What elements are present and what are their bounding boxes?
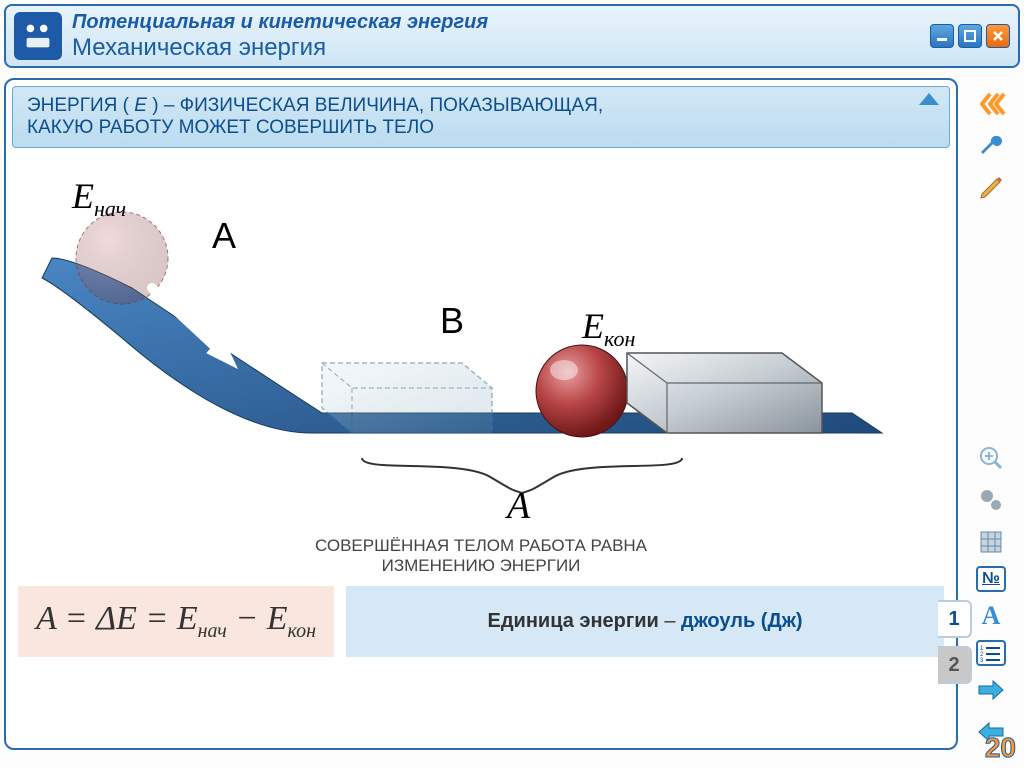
app-icon [14, 12, 62, 60]
bottom-row: A = ΔE = Eнач − Eкон Единица энергии – д… [12, 586, 950, 657]
collapse-icon[interactable] [919, 93, 939, 105]
titlebar: Потенциальная и кинетическая энергия Мех… [4, 4, 1020, 68]
wrench-icon[interactable] [973, 128, 1009, 164]
grid-icon[interactable] [973, 524, 1009, 560]
gears-icon[interactable] [973, 482, 1009, 518]
close-button[interactable] [986, 24, 1010, 48]
definition-line2: КАКУЮ РАБОТУ МОЖЕТ СОВЕРШИТЬ ТЕЛО [27, 117, 434, 138]
definition-symbol: E [129, 95, 152, 116]
physics-diagram: Eнач A B Eкон A [12, 158, 950, 518]
label-e-end: E [581, 306, 604, 346]
zoom-in-icon[interactable] [973, 440, 1009, 476]
label-b-point: B [440, 300, 464, 341]
arrow-right-icon[interactable] [973, 672, 1009, 708]
definition-box: ЭНЕРГИЯ ( E ) – ФИЗИЧЕСКАЯ ВЕЛИЧИНА, ПОК… [12, 86, 950, 148]
number-icon[interactable]: № [976, 566, 1006, 592]
formula-box: A = ΔE = Eнач − Eкон [18, 586, 334, 657]
caption: СОВЕРШЁННАЯ ТЕЛОМ РАБОТА РАВНА ИЗМЕНЕНИЮ… [281, 536, 681, 576]
svg-text:3: 3 [980, 658, 984, 662]
definition-suffix: ) – ФИЗИЧЕСКАЯ ВЕЛИЧИНА, ПОКАЗЫВАЮЩАЯ, [152, 95, 603, 116]
brace-label: A [504, 485, 531, 518]
label-e-start: E [71, 176, 94, 216]
formula-a: A [36, 600, 56, 637]
maximize-button[interactable] [958, 24, 982, 48]
content-frame: ЭНЕРГИЯ ( E ) – ФИЗИЧЕСКАЯ ВЕЛИЧИНА, ПОК… [4, 78, 958, 750]
unit-joule: джоуль (Дж) [681, 610, 803, 632]
title-main: Потенциальная и кинетическая энергия [72, 11, 930, 34]
unit-box: Единица энергии – джоуль (Дж) [346, 586, 944, 657]
minimize-button[interactable] [930, 24, 954, 48]
unit-dash: – [659, 610, 681, 632]
pencil-icon[interactable] [973, 170, 1009, 206]
list-icon[interactable]: 123 [976, 640, 1006, 666]
font-icon[interactable]: A [973, 598, 1009, 634]
right-toolbar: № A 123 [962, 78, 1020, 750]
window-controls [930, 24, 1010, 48]
caption-line1: СОВЕРШЁННАЯ ТЕЛОМ РАБОТА РАВНА [315, 536, 647, 555]
caption-line2: ИЗМЕНЕНИЮ ЭНЕРГИИ [382, 556, 581, 575]
svg-text:Eнач: Eнач [71, 176, 126, 221]
label-a-point: A [212, 215, 236, 256]
titles: Потенциальная и кинетическая энергия Мех… [72, 11, 930, 62]
definition-prefix: ЭНЕРГИЯ ( [27, 95, 129, 116]
svg-text:Eкон: Eкон [581, 306, 635, 351]
title-sub: Механическая энергия [72, 34, 930, 62]
back-arrows-icon[interactable] [973, 86, 1009, 122]
unit-prefix: Единица энергии [487, 610, 658, 632]
page-counter: 20 [985, 732, 1016, 764]
